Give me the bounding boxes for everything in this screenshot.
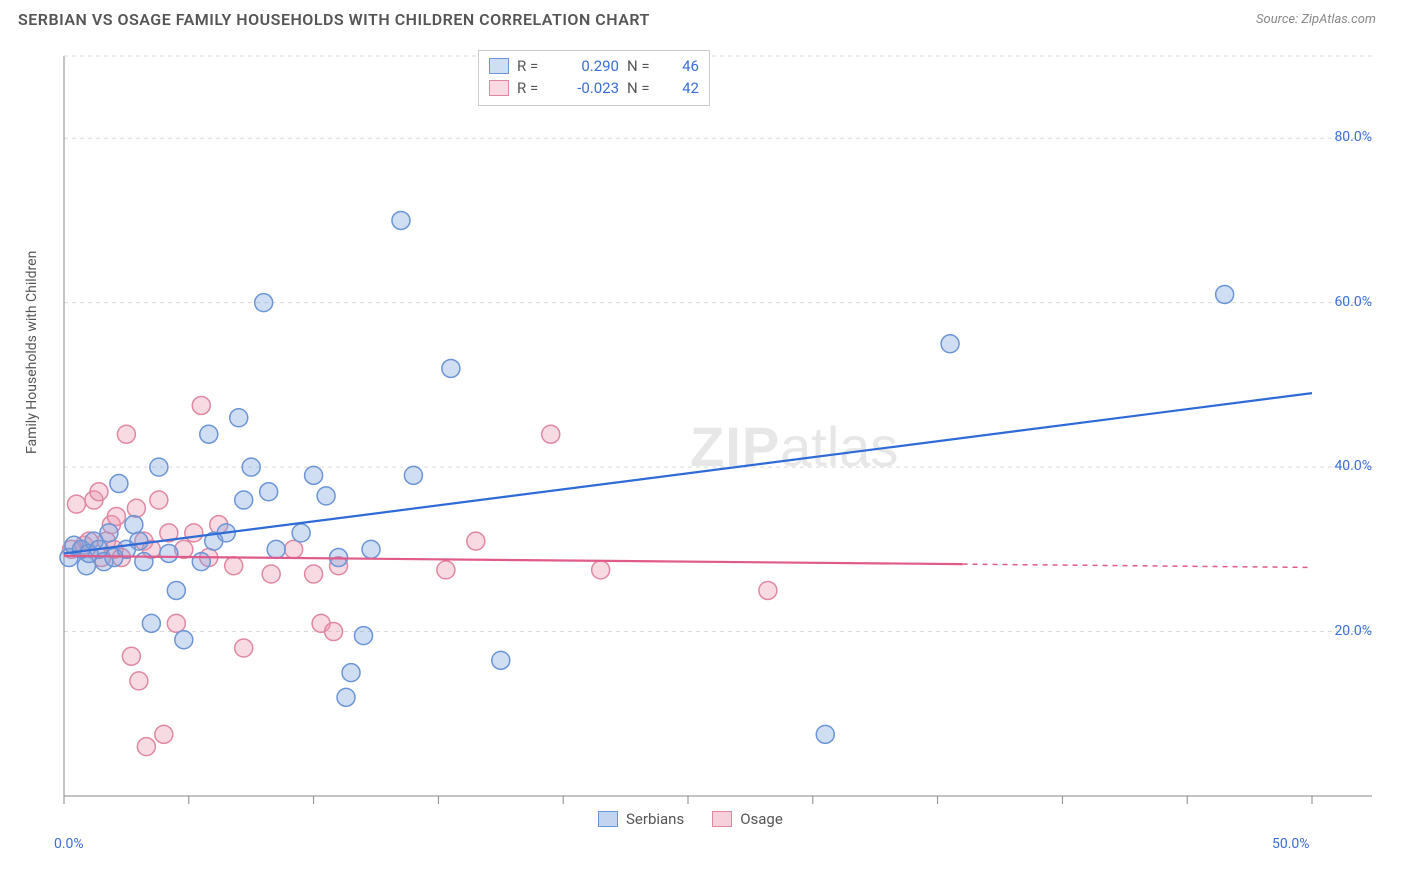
x-tick-label: 50.0% — [1272, 836, 1310, 852]
legend-item-serbians: Serbians — [598, 810, 684, 828]
r-label: R = — [517, 79, 551, 97]
series-legend: Serbians Osage — [598, 810, 783, 828]
swatch-serbians — [489, 58, 509, 74]
y-tick-label: 80.0% — [1334, 129, 1372, 145]
correlation-legend: R = 0.290 N = 46 R = -0.023 N = 42 — [478, 50, 710, 106]
swatch-osage — [712, 811, 732, 827]
n-value-osage: 42 — [669, 79, 699, 97]
legend-row-osage: R = -0.023 N = 42 — [489, 77, 699, 99]
legend-row-serbians: R = 0.290 N = 46 — [489, 55, 699, 77]
y-tick-label: 20.0% — [1334, 623, 1372, 639]
x-tick-label: 0.0% — [54, 836, 84, 852]
r-label: R = — [517, 57, 551, 75]
source-attribution: Source: ZipAtlas.com — [1256, 12, 1376, 27]
y-tick-label: 60.0% — [1334, 294, 1372, 310]
legend-label-serbians: Serbians — [626, 810, 684, 828]
r-value-osage: -0.023 — [559, 79, 619, 97]
y-axis-label: Family Households with Children — [24, 251, 40, 454]
y-tick-label: 40.0% — [1334, 458, 1372, 474]
chart-svg — [50, 44, 1388, 864]
legend-label-osage: Osage — [740, 810, 783, 828]
r-value-serbians: 0.290 — [559, 57, 619, 75]
swatch-osage — [489, 80, 509, 96]
chart-title: SERBIAN VS OSAGE FAMILY HOUSEHOLDS WITH … — [18, 10, 650, 29]
chart-container: Family Households with Children ZIPatlas… — [50, 44, 1388, 834]
chart-header: SERBIAN VS OSAGE FAMILY HOUSEHOLDS WITH … — [0, 0, 1406, 37]
n-value-serbians: 46 — [669, 57, 699, 75]
n-label: N = — [627, 79, 661, 97]
swatch-serbians — [598, 811, 618, 827]
legend-item-osage: Osage — [712, 810, 783, 828]
n-label: N = — [627, 57, 661, 75]
